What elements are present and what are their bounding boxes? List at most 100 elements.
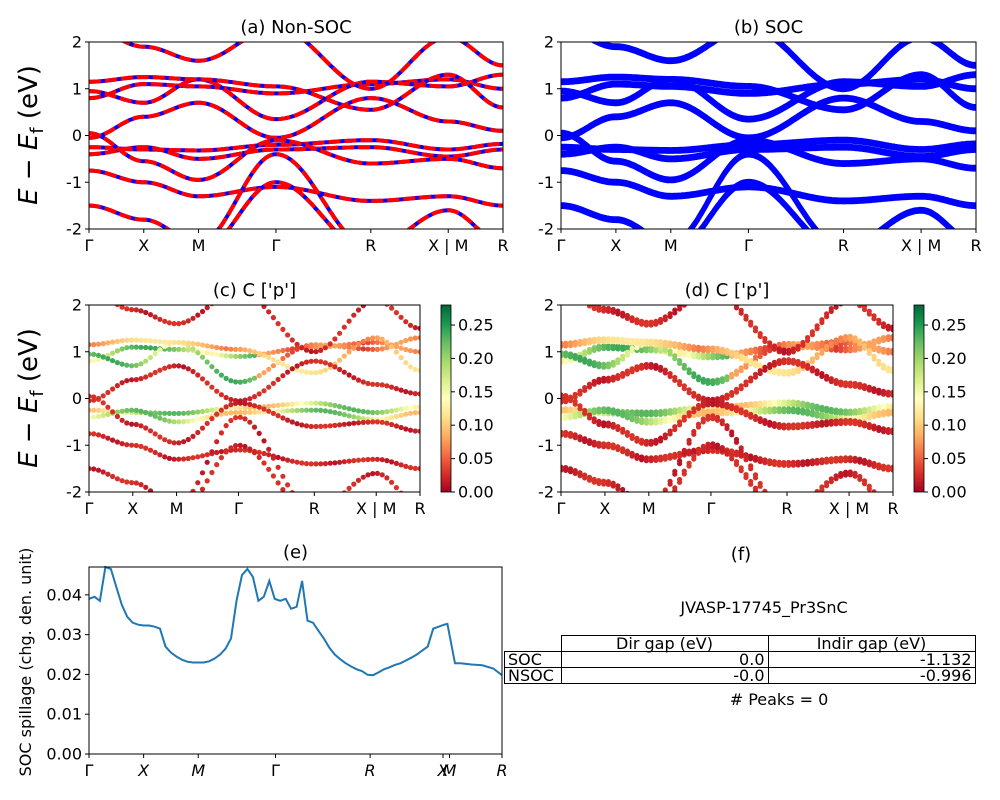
scatter-point-d <box>781 409 787 415</box>
scatter-point-c <box>190 315 196 321</box>
bands-b <box>561 42 976 229</box>
scatter-point-d <box>757 483 763 489</box>
scatter-point-d <box>667 373 673 379</box>
band-line-nonsoc-dash-1 <box>89 72 503 122</box>
scatter-point-c <box>204 380 210 386</box>
scatter-point-d <box>809 405 816 411</box>
scatter-point-c <box>337 366 343 373</box>
scatter-point-d <box>691 413 697 419</box>
scatter-point-c <box>412 428 418 434</box>
scatter-point-c <box>166 455 172 461</box>
scatter-point-d <box>710 348 716 354</box>
scatter-point-d <box>838 458 844 464</box>
scatter-point-c <box>162 339 168 345</box>
scatter-point-c <box>214 344 220 351</box>
scatter-point-d <box>724 395 730 401</box>
scatter-point-c <box>247 409 253 415</box>
scatter-point-d <box>615 426 621 432</box>
scatter-point-d <box>767 348 773 354</box>
scatter-point-d <box>890 411 893 417</box>
scatter-point-c <box>95 467 102 473</box>
scatter-point-c <box>403 389 409 395</box>
scatter-point-c <box>124 306 130 312</box>
scatter-point-c <box>171 440 177 446</box>
scatter-point-c <box>275 359 281 365</box>
scatter-point-c <box>289 366 295 372</box>
scatter-point-c <box>242 416 248 422</box>
scatter-point-c <box>223 375 229 381</box>
scatter-point-c <box>398 387 404 393</box>
scatter-point-c <box>308 400 314 406</box>
scatter-point-d <box>828 308 834 314</box>
scatter-point-d <box>786 425 792 431</box>
scatter-point-d <box>814 460 820 466</box>
scatter-point-c <box>374 409 380 416</box>
xtick-label-a: Γ <box>271 236 280 255</box>
scatter-point-c <box>95 432 102 438</box>
scatter-point-d <box>857 305 863 309</box>
scatter-point-c <box>233 410 239 416</box>
scatter-point-c <box>157 434 163 440</box>
scatter-point-c <box>251 403 258 409</box>
scatter-point-d <box>572 435 578 441</box>
scatter-point-d <box>795 462 801 468</box>
scatter-point-d <box>871 489 877 492</box>
scatter-point-d <box>605 444 612 450</box>
scatter-point-c <box>152 345 158 351</box>
scatter-point-c <box>322 423 328 429</box>
scatter-point-c <box>247 353 253 359</box>
scatter-point-d <box>800 342 806 348</box>
band-line-nonsoc-dash-9 <box>89 152 482 229</box>
scatter-point-c <box>147 355 154 361</box>
scatter-point-d <box>871 341 877 347</box>
scatter-point-d <box>838 305 844 307</box>
scatter-point-d <box>601 378 607 384</box>
scatter-point-c <box>129 363 135 369</box>
ytick-label-e: 0.02 <box>46 665 82 684</box>
scatter-point-c <box>355 377 362 383</box>
scatter-point-d <box>866 486 872 492</box>
scatter-point-d <box>866 408 872 415</box>
scatter-point-c <box>289 490 295 492</box>
scatter-point-d <box>843 411 849 417</box>
band-line-soc-split-0 <box>561 78 976 102</box>
scatter-point-d <box>677 306 683 312</box>
xtick-label-d: Γ <box>706 499 715 518</box>
ylabel-energy-unit: (eV) <box>14 328 44 390</box>
scatter-point-d <box>700 419 706 425</box>
scatter-point-d <box>639 457 645 463</box>
scatter-point-c <box>398 462 404 468</box>
scatter-point-d <box>795 368 801 375</box>
scatter-point-d <box>691 409 697 415</box>
scatter-point-d <box>610 339 616 345</box>
scatter-point-c <box>176 410 182 416</box>
scatter-point-d <box>752 416 759 422</box>
scatter-point-c <box>114 439 120 445</box>
panel-b-title: (b) SOC <box>734 17 803 38</box>
scatter-point-c <box>105 340 111 346</box>
scatter-point-d <box>591 339 597 345</box>
scatter-point-d <box>847 336 853 342</box>
scatter-point-c <box>389 421 395 428</box>
scatter-point-c <box>185 366 191 372</box>
scatter-point-c <box>351 312 357 318</box>
scatter-point-c <box>204 350 210 356</box>
scatter-point-c <box>280 347 286 354</box>
scatter-point-c <box>318 342 324 348</box>
scatter-point-c <box>133 344 139 350</box>
scatter-point-d <box>724 377 730 383</box>
scatter-point-c <box>280 326 286 332</box>
xtick-label-b: Γ <box>744 236 753 255</box>
panel-d-title: (d) C ['p'] <box>685 280 770 301</box>
scatter-point-c <box>228 346 234 352</box>
scatter-point-c <box>228 445 234 451</box>
scatter-point-c <box>195 312 201 318</box>
scatter-point-c <box>412 410 418 416</box>
scatter-point-d <box>805 461 811 467</box>
scatter-point-d <box>700 446 706 452</box>
scatter-point-d <box>814 406 820 412</box>
band-line-soc-split-9 <box>561 153 953 229</box>
ytick-label-e: 0.01 <box>46 705 82 724</box>
ytick-label-e: 0.04 <box>46 585 82 604</box>
